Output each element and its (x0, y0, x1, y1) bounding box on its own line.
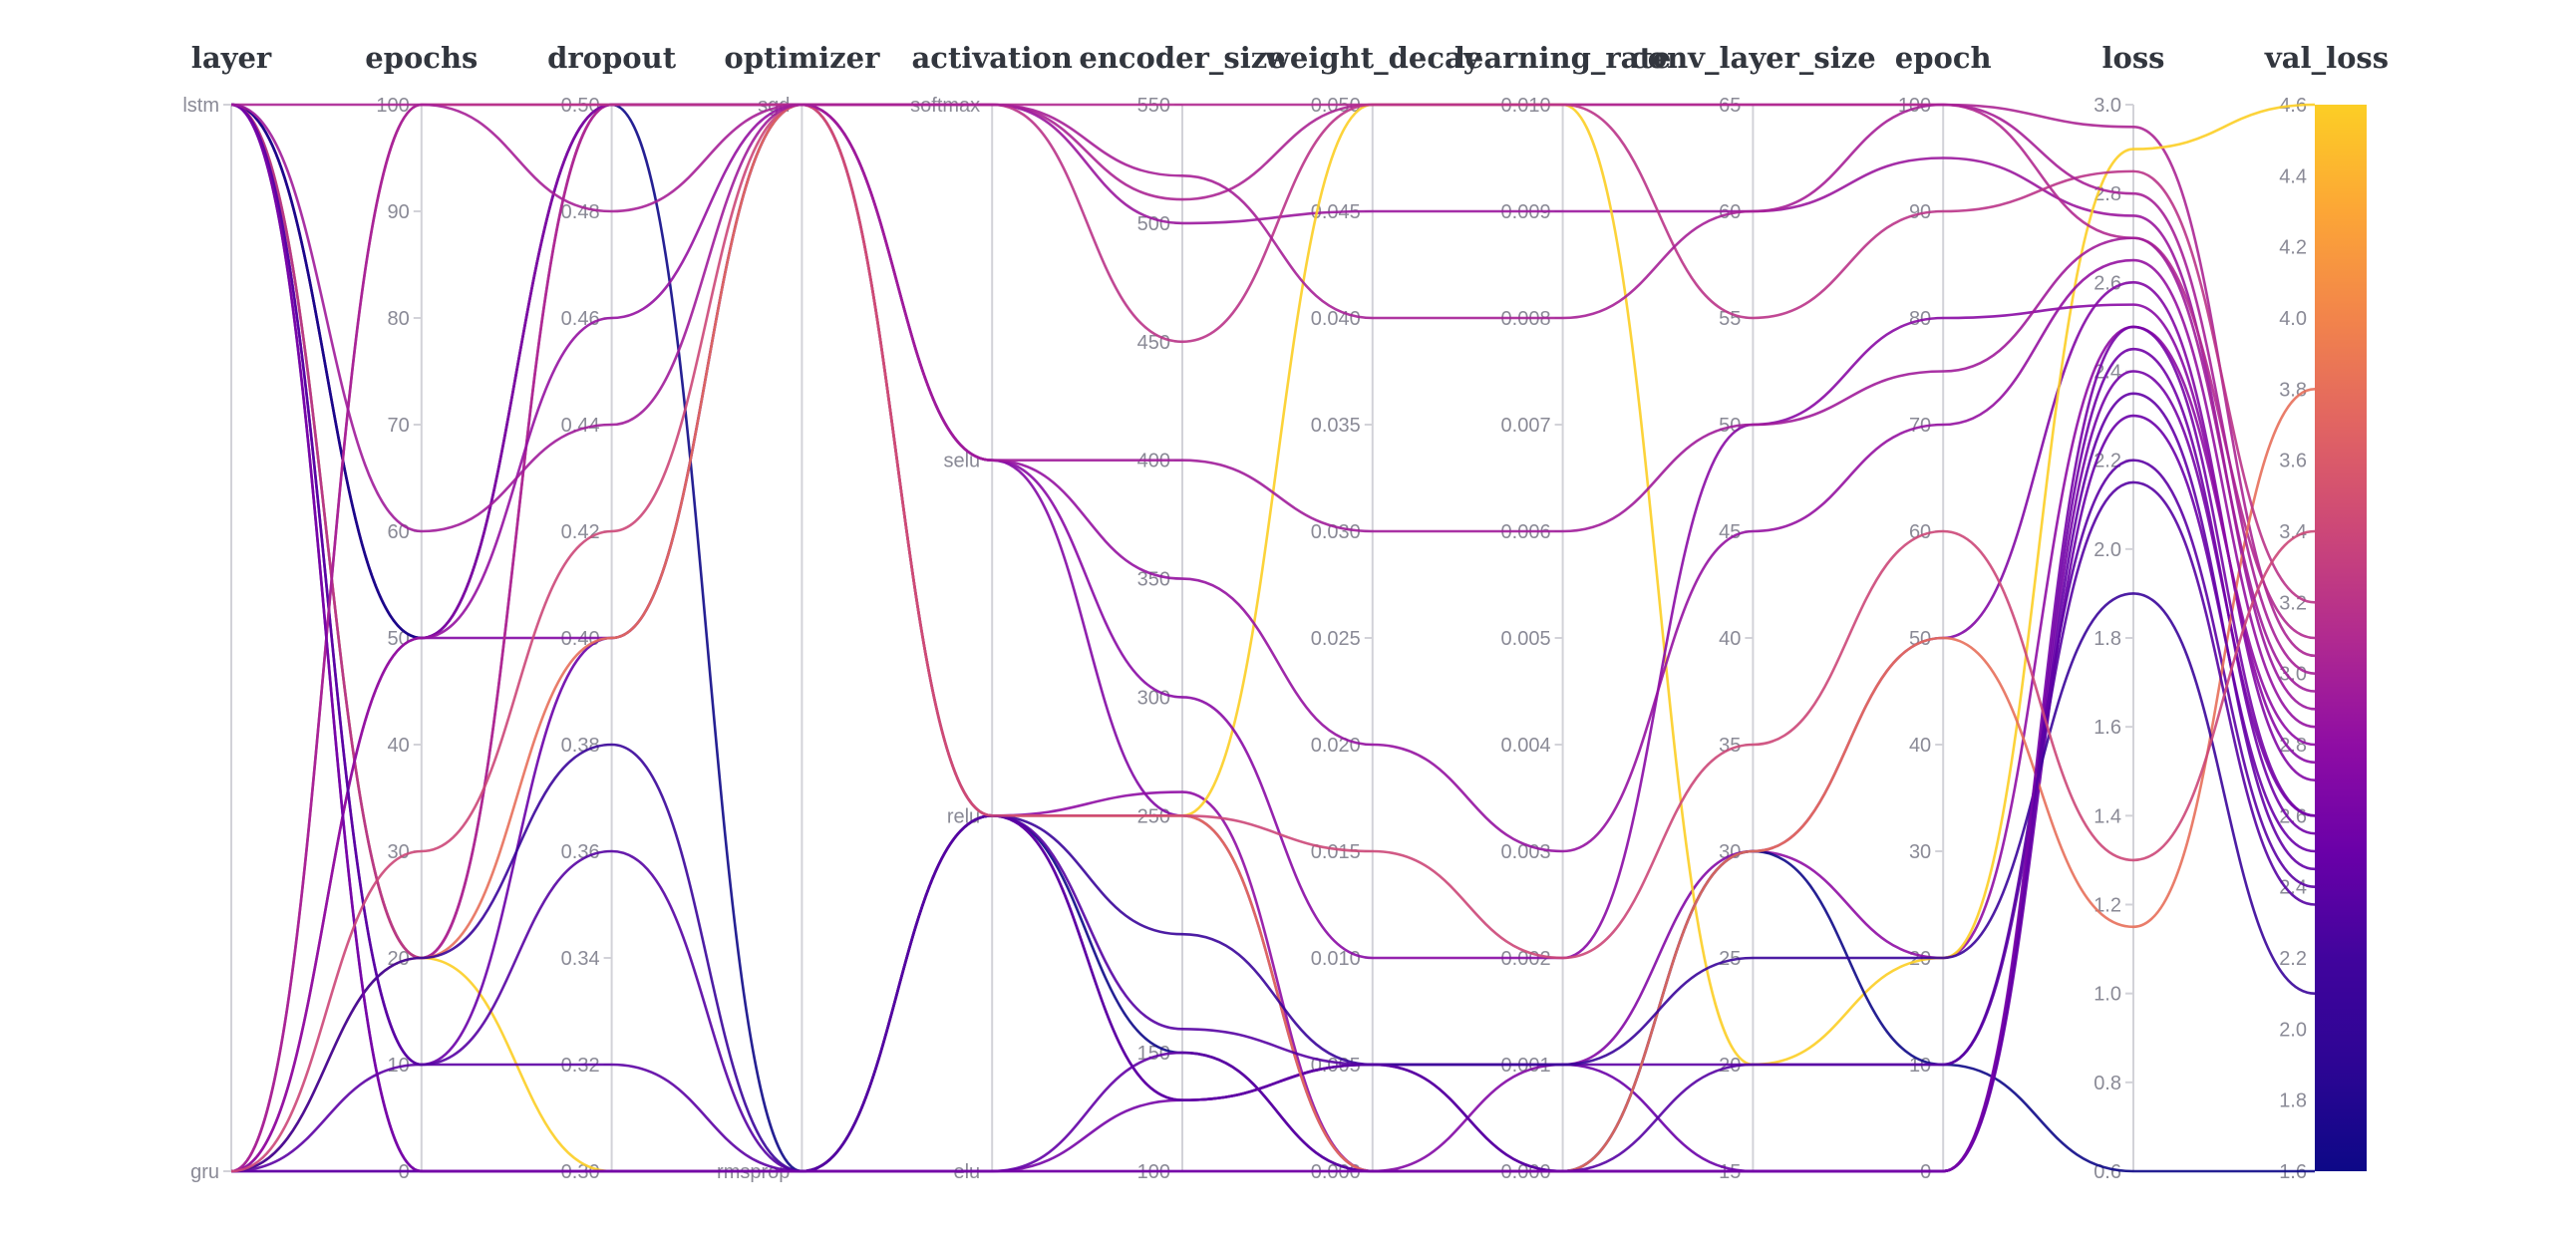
axis-tick-label: 350 (1137, 569, 1170, 591)
axis-tick-label: 0.025 (1311, 628, 1361, 650)
run-line-12 (230, 103, 2316, 1173)
axis-tick-label: 0.005 (1501, 628, 1551, 650)
axis-tick-label: 1.8 (2093, 628, 2121, 650)
colorbar-tick-label: 4.4 (2279, 165, 2307, 187)
axis-title-epochs[interactable]: epochs (365, 41, 478, 75)
axis-tick-label: 1.4 (2093, 805, 2121, 827)
run-line-10 (230, 459, 2316, 1173)
axis-tick-label: 1.0 (2093, 984, 2121, 1006)
axis-tick-label: 450 (1137, 332, 1170, 354)
run-line-20 (230, 103, 2316, 1173)
run-line-4 (230, 103, 2316, 1173)
axis-tick-label: 3.0 (2093, 95, 2121, 117)
axis-tick-label: 30 (388, 841, 410, 863)
axis-tick-label: 500 (1137, 213, 1170, 235)
axis-tick-label: 300 (1137, 687, 1170, 709)
colorbar-tick-label: 3.4 (2279, 521, 2307, 543)
colorbar-tick-label: 4.0 (2279, 308, 2307, 330)
run-lines-layer (230, 103, 2316, 1173)
axis-tick-label: 0.38 (561, 735, 600, 757)
axis-tick-label: 10 (388, 1055, 410, 1077)
axis-title-layer[interactable]: layer (191, 41, 272, 75)
axis-tick-label: 0.015 (1311, 841, 1361, 863)
axes-layer: layerlstmgruepochs1009080706050403020100… (182, 41, 2164, 1183)
colorbar: val_loss4.64.44.24.03.83.63.43.23.02.82.… (2264, 41, 2389, 1183)
run-line-14 (231, 392, 2316, 1173)
axis-tick-label: 0.44 (561, 415, 600, 437)
run-line-16 (230, 103, 2316, 1173)
colorbar-tick-label: 1.8 (2279, 1090, 2307, 1112)
colorbar-title: val_loss (2264, 41, 2389, 75)
axis-tick-label: 0.34 (561, 948, 600, 970)
colorbar-gradient (2315, 105, 2367, 1171)
axis-tick-label: 70 (388, 415, 410, 437)
axis-title-encoder_size[interactable]: encoder_size (1079, 41, 1285, 75)
axis-title-loss[interactable]: loss (2101, 41, 2164, 75)
axis-tick-label: 90 (388, 201, 410, 223)
run-line-19 (230, 103, 2316, 1173)
axis-title-weight_decay[interactable]: weight_decay (1264, 41, 1481, 75)
run-line-21 (230, 103, 2316, 693)
axis-tick-label: 0.030 (1311, 521, 1361, 543)
axis-tick-label: selu (943, 451, 980, 472)
axis-tick-label: 0.003 (1501, 841, 1551, 863)
run-line-9 (231, 347, 2316, 1173)
axis-tick-label: 0.020 (1311, 735, 1361, 757)
axis-tick-label: 45 (1719, 521, 1741, 543)
axis-title-learning_rate[interactable]: learning_rate (1454, 41, 1671, 75)
axis-tick-label: gru (190, 1161, 219, 1183)
axis-tick-label: 2.0 (2093, 539, 2121, 561)
axis-tick-label: 55 (1719, 308, 1741, 330)
axis-tick-label: 80 (1909, 308, 1931, 330)
axis-tick-label: 0.035 (1311, 415, 1361, 437)
axis-tick-label: 0.007 (1501, 415, 1551, 437)
axis-title-epoch[interactable]: epoch (1895, 41, 1992, 75)
axis-tick-label: 0.004 (1501, 735, 1551, 757)
axis-tick-label: 60 (388, 521, 410, 543)
axis-tick-label: 25 (1719, 948, 1741, 970)
run-line-8 (230, 103, 2316, 960)
run-line-11 (230, 103, 2316, 1173)
axis-tick-label: 40 (388, 735, 410, 757)
axis-tick-label: lstm (182, 95, 219, 117)
axis-title-activation[interactable]: activation (912, 41, 1073, 75)
axis-tick-label: 0.8 (2093, 1073, 2121, 1094)
run-line-1 (230, 103, 2316, 711)
colorbar-tick-label: 4.2 (2279, 237, 2307, 259)
colorbar-tick-label: 3.2 (2279, 592, 2307, 614)
axis-tick-label: 80 (388, 308, 410, 330)
axis-tick-label: 0.040 (1311, 308, 1361, 330)
axis-tick-label: 70 (1909, 415, 1931, 437)
axis-title-dropout[interactable]: dropout (547, 41, 677, 75)
axis-tick-label: 30 (1909, 841, 1931, 863)
colorbar-tick-label: 2.2 (2279, 948, 2307, 970)
axis-tick-label: 40 (1719, 628, 1741, 650)
run-line-18 (230, 103, 2316, 1173)
axis-tick-label: 0.36 (561, 841, 600, 863)
axis-tick-label: 50 (388, 628, 410, 650)
axis-tick-label: 90 (1909, 201, 1931, 223)
axis-tick-label: 1.6 (2093, 717, 2121, 739)
axis-tick-label: 0.42 (561, 521, 600, 543)
axis-tick-label: 0.46 (561, 308, 600, 330)
axis-tick-label: 1.2 (2093, 895, 2121, 917)
axis-tick-label: 2.2 (2093, 451, 2121, 472)
colorbar-tick-label: 2.0 (2279, 1019, 2307, 1041)
axis-title-conv_layer_size[interactable]: conv_layer_size (1630, 41, 1876, 75)
axis-tick-label: 0.010 (1311, 948, 1361, 970)
run-line-2 (230, 103, 2316, 1173)
axis-title-optimizer[interactable]: optimizer (724, 41, 880, 75)
axis-tick-label: 0.48 (561, 201, 600, 223)
colorbar-tick-label: 3.8 (2279, 379, 2307, 401)
colorbar-tick-label: 3.6 (2279, 451, 2307, 472)
axis-tick-label: 40 (1909, 735, 1931, 757)
